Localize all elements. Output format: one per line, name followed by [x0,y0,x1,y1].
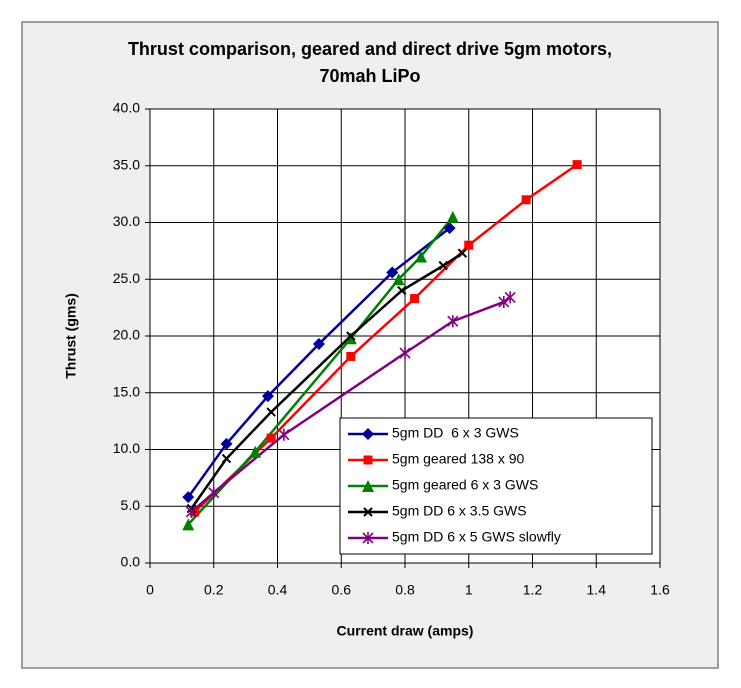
legend-marker [362,532,374,544]
marker [414,250,427,263]
marker [266,433,276,443]
marker [443,222,456,235]
x-tick-label: 1.6 [650,582,670,598]
marker [399,347,411,360]
marker [346,351,356,361]
legend-label: 5gm DD 6 x 5 GWS slowfly [392,529,561,545]
legend-marker [363,455,373,465]
marker [185,505,198,518]
marker [182,518,195,531]
x-axis-title: Current draw (amps) [337,623,474,639]
legend-box [339,417,653,555]
x-tick-label: 1.4 [587,582,607,598]
x-tick-label: 0.8 [395,582,415,598]
y-tick-label: 35.0 [113,156,140,172]
marker [464,240,474,250]
chart-title: Thrust comparison, geared and direct dri… [127,39,613,86]
y-tick-label: 30.0 [113,213,140,229]
marker [249,445,262,458]
marker [312,337,325,350]
legend-marker [363,507,373,517]
marker [498,295,510,308]
marker [344,332,357,345]
marker [346,331,356,341]
legend-label: 5gm geared 6 x 3 GWS [392,477,538,493]
series-line [187,216,454,526]
y-tick-label: 20.0 [113,327,140,343]
legend-label: 5gm DD 6 x 3 GWS [392,425,519,441]
marker [447,315,459,328]
y-tick-label: 10.0 [113,440,140,456]
x-tick-label: 1 [465,582,473,598]
marker [457,248,468,258]
marker [261,390,274,403]
x-tick-label: 0.6 [332,582,352,598]
marker [572,160,582,170]
x-tick-label: 0 [146,582,154,598]
marker [504,291,516,304]
x-tick-label: 1.2 [523,582,543,598]
series-line [187,227,451,498]
y-tick-label: 15.0 [113,383,140,399]
legend-marker [362,428,374,440]
marker [220,437,233,450]
marker [208,486,220,499]
y-axis-title: Thrust (gms) [63,293,79,379]
legend: 5gm DD 6 x 3 GWS 5gm geared 138 x 90 5gm g… [339,417,653,555]
marker [521,195,531,205]
marker [266,407,276,417]
x-tick-label: 0.4 [268,582,288,598]
marker [392,273,405,286]
marker [446,210,459,223]
legend-label: 5gm geared 138 x 90 [392,451,525,467]
x-tick-label: 0.2 [204,582,224,598]
marker [386,266,399,279]
legend-label: 5gm DD 6 x 3.5 GWS [392,503,527,519]
y-tick-label: 25.0 [113,270,140,286]
marker [182,491,195,504]
marker [410,294,420,304]
marker [221,453,232,464]
y-tick-label: 5.0 [121,497,141,513]
marker [278,428,290,441]
y-tick-label: 0.0 [121,554,141,570]
marker [438,260,448,271]
marker [397,285,407,296]
y-tick-label: 40.0 [113,100,140,116]
legend-marker [362,480,374,492]
